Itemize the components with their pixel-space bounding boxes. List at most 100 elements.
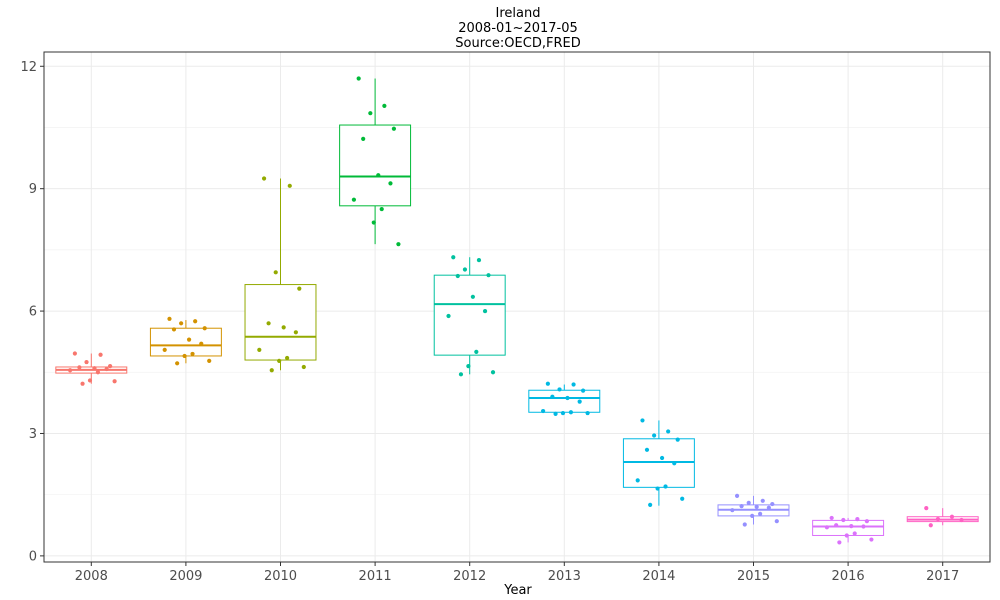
x-tick-label: 2011 — [359, 569, 392, 584]
box-iqr — [339, 124, 412, 207]
data-point — [104, 366, 109, 372]
data-point — [924, 506, 929, 511]
x-axis-title: Year — [503, 583, 532, 598]
data-point — [84, 359, 89, 365]
data-point — [666, 429, 671, 434]
data-point — [644, 447, 650, 452]
data-point — [550, 394, 555, 399]
box-2014 — [622, 420, 695, 506]
data-point — [663, 484, 668, 489]
x-tick-label: 2015 — [737, 569, 770, 584]
data-point — [301, 364, 306, 370]
data-point — [179, 321, 184, 326]
data-point — [834, 523, 839, 528]
data-point — [202, 326, 207, 331]
data-point — [581, 388, 586, 393]
data-point — [577, 399, 582, 404]
data-point — [371, 220, 376, 225]
data-point — [541, 408, 546, 414]
chart-source: Source:OECD,FRED — [455, 36, 580, 51]
data-point — [852, 531, 857, 536]
jitter-points — [68, 76, 964, 545]
data-point — [571, 382, 576, 387]
data-point — [760, 498, 765, 503]
data-point — [774, 519, 779, 524]
axes: 0 3 6 9 12 2008 2009 2010 2011 2012 2013 2014 2015 20… — [20, 60, 959, 584]
data-point — [466, 364, 471, 369]
data-point — [837, 540, 842, 545]
data-point — [824, 525, 830, 530]
data-point — [287, 183, 292, 188]
data-point — [829, 515, 834, 521]
box-2008 — [55, 353, 128, 384]
data-point — [462, 267, 468, 272]
data-point — [446, 313, 451, 319]
boxes — [55, 78, 979, 543]
box-iqr — [149, 327, 222, 357]
data-point — [182, 353, 187, 359]
data-point — [207, 358, 212, 363]
data-point — [754, 504, 759, 510]
x-tick-label: 2009 — [169, 569, 202, 584]
y-tick-label: 6 — [29, 305, 37, 320]
data-point — [199, 341, 204, 346]
plot-panel-border — [43, 51, 991, 563]
data-point — [935, 517, 941, 522]
data-point — [557, 387, 562, 392]
data-point — [451, 255, 456, 260]
data-point — [746, 500, 751, 505]
x-tick-label: 2013 — [548, 569, 581, 584]
data-point — [376, 173, 381, 178]
data-point — [648, 502, 653, 507]
x-tick-label: 2008 — [75, 569, 108, 584]
data-point — [565, 395, 570, 401]
data-point — [766, 505, 771, 510]
data-point — [486, 273, 491, 278]
data-point — [568, 410, 574, 415]
data-point — [855, 517, 860, 522]
data-point — [455, 273, 460, 279]
data-point — [285, 355, 290, 361]
box-2013 — [528, 384, 601, 414]
data-point — [266, 321, 271, 326]
data-point — [458, 372, 464, 377]
data-point — [770, 501, 775, 507]
data-point — [351, 197, 357, 202]
data-point — [190, 351, 195, 357]
x-tick-label: 2017 — [926, 569, 959, 584]
chart-title: Ireland — [496, 6, 541, 21]
box-iqr — [622, 438, 695, 488]
data-point — [388, 181, 393, 186]
data-point — [844, 533, 849, 538]
x-tick-label: 2010 — [264, 569, 297, 584]
data-point — [672, 461, 677, 466]
data-point — [257, 347, 262, 352]
data-point — [949, 514, 955, 519]
data-point — [750, 513, 755, 518]
data-point — [675, 437, 680, 442]
y-tick-label: 0 — [29, 549, 37, 564]
data-point — [87, 378, 93, 383]
data-point — [739, 504, 744, 509]
data-point — [361, 136, 366, 142]
data-point — [297, 286, 302, 291]
box-2010 — [244, 178, 317, 371]
data-point — [758, 511, 763, 516]
data-point — [391, 126, 397, 131]
box-2009 — [149, 320, 222, 364]
data-point — [112, 379, 117, 384]
data-point — [861, 524, 866, 529]
data-point — [379, 206, 384, 212]
data-point — [175, 361, 180, 366]
data-point — [72, 351, 77, 356]
data-point — [655, 486, 660, 491]
data-point — [368, 111, 373, 116]
data-point — [95, 370, 101, 375]
data-point — [545, 381, 550, 386]
data-point — [928, 523, 933, 528]
data-point — [652, 433, 657, 438]
data-point — [849, 523, 854, 529]
data-point — [560, 410, 566, 416]
data-point — [77, 365, 82, 370]
data-point — [273, 270, 278, 275]
